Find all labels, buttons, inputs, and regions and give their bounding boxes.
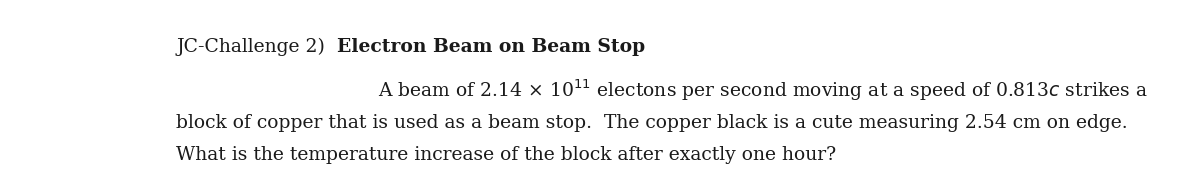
Text: A beam of 2.14 × 10$^{11}$ electons per second moving at a speed of 0.813$c$ str: A beam of 2.14 × 10$^{11}$ electons per …: [378, 77, 1147, 103]
Text: What is the temperature increase of the block after exactly one hour?: What is the temperature increase of the …: [176, 146, 836, 164]
Text: block of copper that is used as a beam stop.  The copper black is a cute measuri: block of copper that is used as a beam s…: [176, 114, 1128, 132]
Text: JC-Challenge 2): JC-Challenge 2): [176, 38, 337, 57]
Text: Electron Beam on Beam Stop: Electron Beam on Beam Stop: [337, 38, 646, 56]
